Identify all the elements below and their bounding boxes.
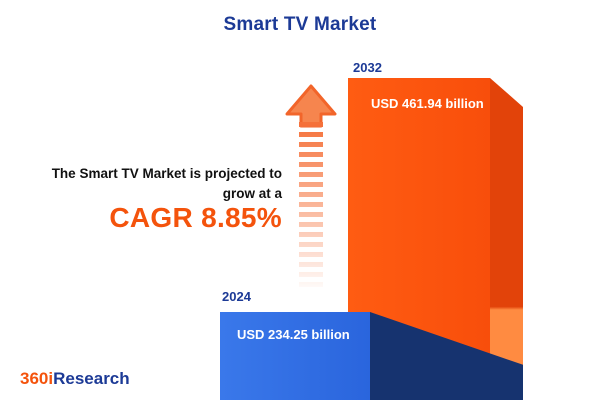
cagr-value: CAGR 8.85% (109, 202, 282, 233)
description-line1: The Smart TV Market is projected to (51, 166, 282, 181)
description-line2: grow at a (222, 185, 282, 201)
bar-2024-value-label: USD 234.25 billion (237, 327, 350, 342)
logo-suffix: Research (53, 369, 130, 388)
logo-prefix: 360i (20, 369, 54, 388)
bar-2032-year-label: 2032 (353, 60, 382, 75)
growth-arrow-tail (299, 122, 323, 287)
bar-2024 (220, 312, 370, 400)
bar-2032-side-face (490, 78, 523, 400)
bar-2024-year-label: 2024 (222, 289, 251, 304)
logo: 360iResearch (20, 369, 130, 389)
description-text: The Smart TV Market is projected to grow… (8, 164, 282, 203)
bar-2032-value-label: USD 461.94 billion (371, 96, 484, 111)
page-title: Smart TV Market (223, 14, 377, 35)
